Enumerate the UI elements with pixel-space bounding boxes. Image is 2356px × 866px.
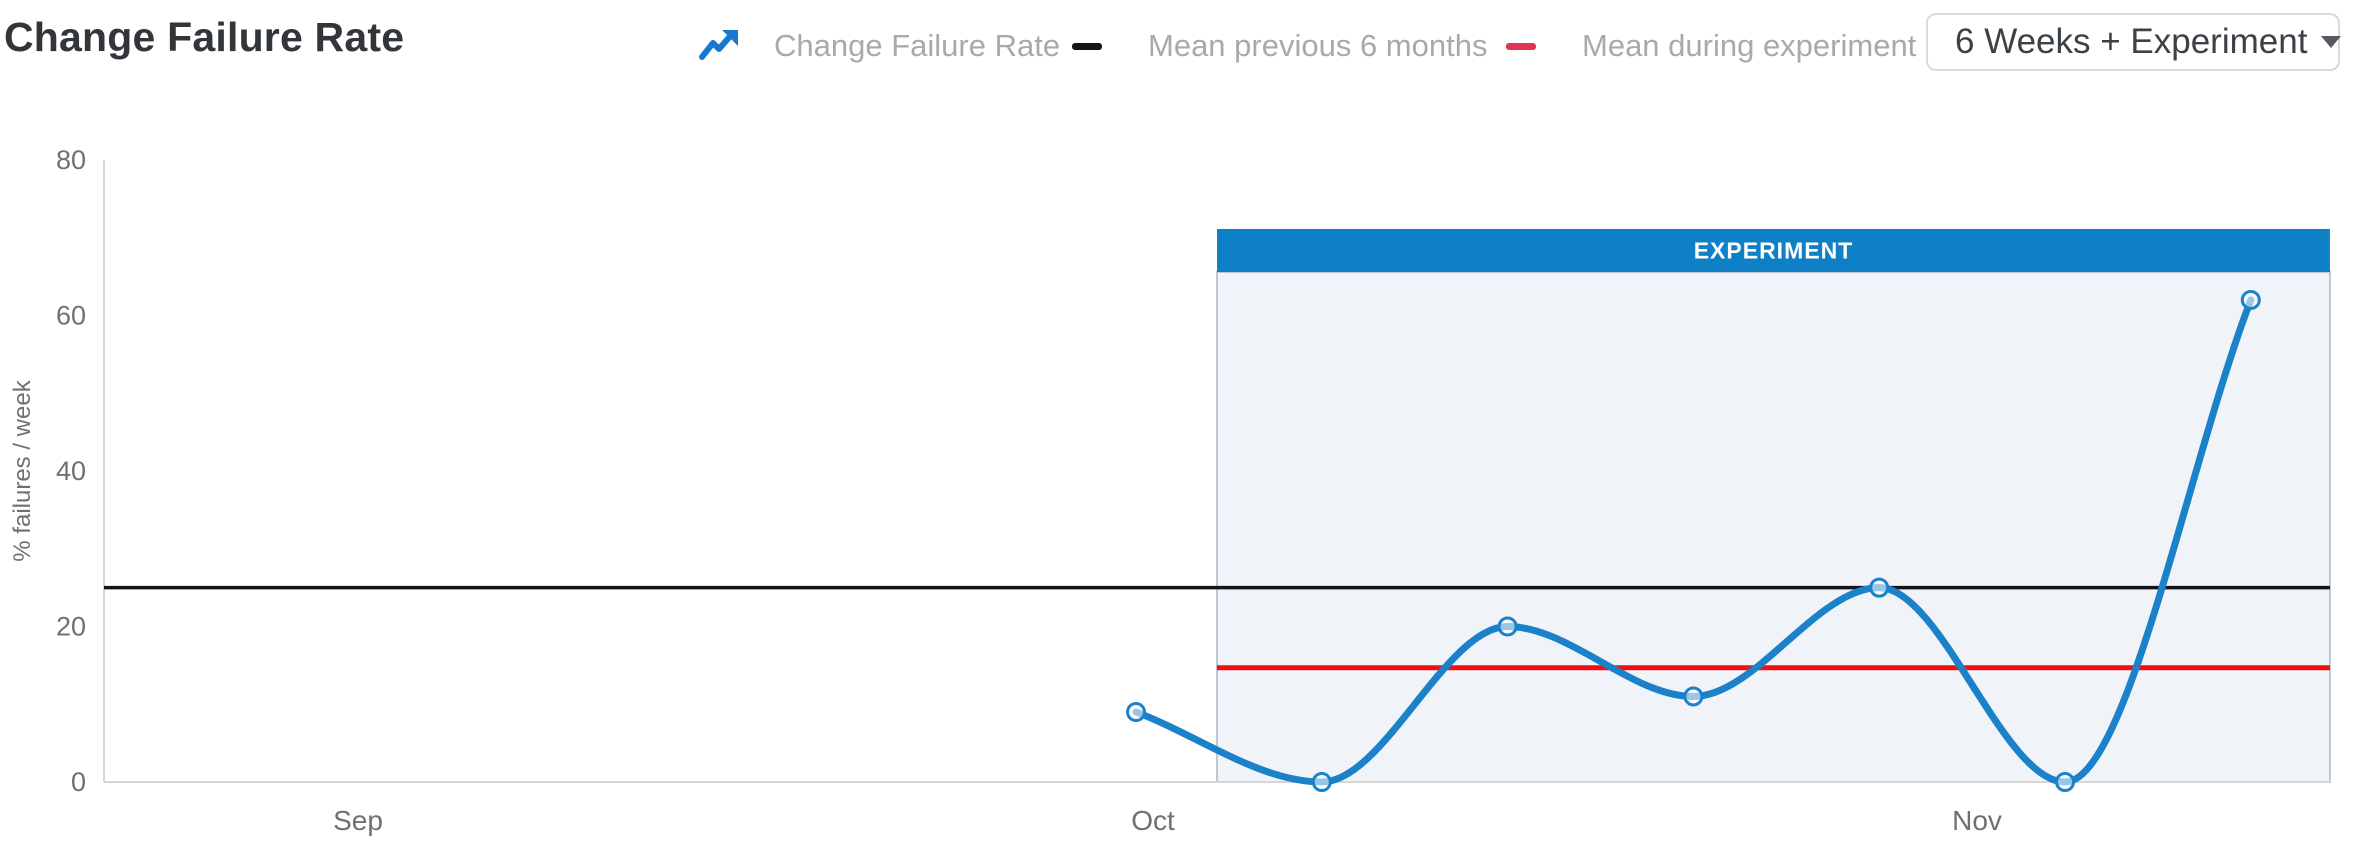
x-tick-label: Sep: [333, 805, 383, 836]
legend-label: Change Failure Rate: [774, 28, 1061, 63]
legend-item-mean-during-experiment[interactable]: Mean during experiment: [1506, 0, 1916, 92]
chevron-down-icon: [2321, 36, 2342, 48]
experiment-region: [1216, 271, 2331, 783]
data-point-marker[interactable]: [1497, 616, 1518, 637]
chart-header: Change Failure Rate Change Failure Rate …: [0, 0, 2356, 92]
legend-label: Mean previous 6 months: [1148, 28, 1488, 63]
red-dash-icon: [1506, 42, 1536, 50]
time-range-value: 6 Weeks + Experiment: [1955, 22, 2308, 61]
data-point-marker[interactable]: [2240, 289, 2261, 310]
cfr-series-line: [1132, 296, 2255, 786]
y-tick-label: 0: [71, 767, 86, 797]
data-point-marker[interactable]: [2055, 772, 2075, 792]
data-point-marker[interactable]: [1869, 577, 1890, 598]
legend-item-mean-previous-6-months[interactable]: Mean previous 6 months: [1072, 0, 1487, 92]
legend-label: Mean during experiment: [1582, 28, 1917, 63]
y-tick-label: 60: [56, 301, 86, 331]
black-dash-icon: [1072, 42, 1102, 50]
data-point-marker[interactable]: [1126, 702, 1146, 723]
data-point-marker[interactable]: [1683, 686, 1704, 707]
data-point-marker[interactable]: [1311, 772, 1332, 792]
y-tick-label: 40: [56, 456, 86, 486]
y-tick-label: 20: [56, 612, 86, 642]
legend-item-change-failure-rate[interactable]: Change Failure Rate: [698, 0, 1060, 92]
time-range-dropdown[interactable]: 6 Weeks + Experiment: [1926, 13, 2342, 71]
trending-up-icon: [699, 30, 738, 60]
y-tick-label: 80: [56, 145, 86, 175]
x-tick-label: Nov: [1952, 805, 2002, 836]
y-axis-title: % failures / week: [9, 379, 36, 561]
experiment-banner: [1217, 229, 2330, 272]
x-tick-label: Oct: [1131, 805, 1175, 836]
page-title: Change Failure Rate: [4, 14, 405, 60]
experiment-banner-label: EXPERIMENT: [1694, 238, 1854, 264]
